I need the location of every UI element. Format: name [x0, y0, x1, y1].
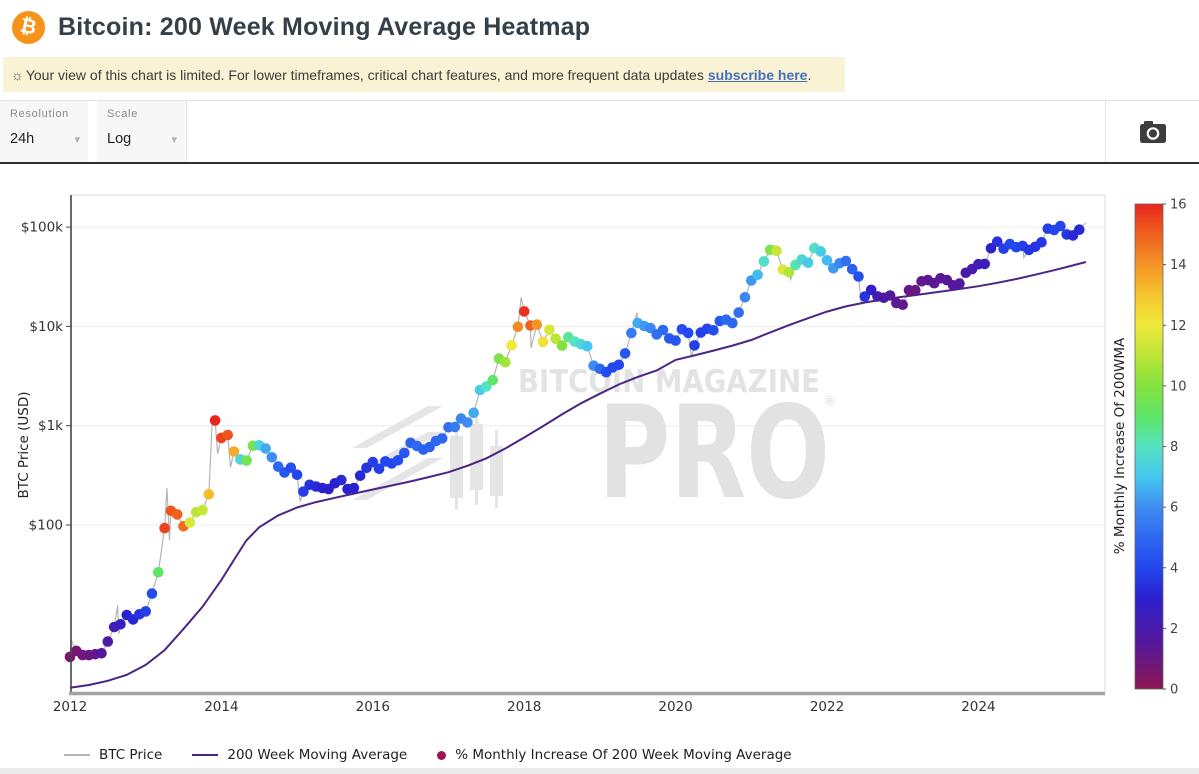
svg-text:PRO: PRO [598, 379, 830, 528]
svg-text:®: ® [824, 394, 836, 408]
notice-text: Your view of this chart is limited. For … [25, 66, 704, 83]
toolbar-divider [186, 101, 187, 162]
purple-line-swatch [192, 754, 219, 756]
chart-toolbar: Resolution 24h ▾ Scale Log ▾ [0, 100, 1199, 164]
gridlines [71, 226, 1105, 526]
legend-item-btc-price: BTC Price [64, 747, 162, 763]
svg-text:2020: 2020 [658, 699, 692, 715]
limited-view-notice: ☼ Your view of this chart is limited. Fo… [3, 57, 845, 92]
scale-select[interactable]: Scale Log ▾ [97, 101, 185, 162]
legend-label: 200 Week Moving Average [227, 747, 408, 763]
svg-text:2016: 2016 [356, 699, 390, 715]
notice-suffix: . [807, 66, 812, 83]
svg-text:$100: $100 [29, 518, 63, 534]
monthly-heat-dots [64, 220, 1085, 663]
y-axis-title: BTC Price (USD) [16, 391, 32, 498]
chevron-down-icon: ▾ [74, 134, 80, 146]
bitcoin-logo-icon: ₿ [12, 11, 45, 44]
legend-label: BTC Price [99, 747, 163, 763]
toolbar-divider [1105, 101, 1106, 162]
wma-200-week-line [69, 261, 1087, 689]
legend-label: % Monthly Increase Of 200 Week Moving Av… [455, 747, 792, 763]
resolution-value: 24h [10, 131, 35, 147]
chart-legend: BTC Price 200 Week Moving Average % Mont… [64, 747, 792, 763]
svg-text:14: 14 [1170, 258, 1187, 273]
colorbar-title: % Monthly Increase Of 200WMA [1112, 337, 1128, 554]
svg-text:0: 0 [1170, 683, 1178, 698]
svg-text:2018: 2018 [507, 699, 541, 715]
sun-icon: ☼ [11, 66, 24, 83]
svg-text:10: 10 [1170, 379, 1187, 394]
page-title: Bitcoin: 200 Week Moving Average Heatmap [58, 13, 591, 41]
svg-text:6: 6 [1170, 501, 1178, 516]
svg-text:$1k: $1k [38, 418, 63, 434]
subscribe-link[interactable]: subscribe here [707, 66, 808, 83]
svg-text:$10k: $10k [29, 319, 63, 335]
svg-text:12: 12 [1170, 319, 1187, 334]
gray-line-swatch [64, 754, 90, 756]
svg-text:8: 8 [1170, 440, 1178, 455]
maroon-dot-swatch [437, 750, 447, 760]
page-header: ₿ Bitcoin: 200 Week Moving Average Heatm… [0, 0, 1199, 55]
svg-text:4: 4 [1170, 561, 1178, 576]
chevron-down-icon: ▾ [171, 134, 177, 146]
svg-text:2014: 2014 [204, 699, 238, 715]
svg-text:2024: 2024 [961, 699, 995, 715]
scale-value: Log [107, 131, 132, 147]
axis-labels: $100 $1k $10k $100k 2012 2014 2016 2018 2020 2022… [16, 220, 996, 715]
scale-label: Scale [107, 108, 139, 120]
resolution-select[interactable]: Resolution 24h ▾ [0, 101, 88, 162]
page-footer-strip [0, 768, 1199, 774]
svg-text:2012: 2012 [53, 699, 87, 715]
svg-text:$100k: $100k [21, 220, 63, 236]
screenshot-button[interactable] [1106, 101, 1199, 162]
svg-text:16: 16 [1170, 198, 1187, 213]
colorbar: 0 2 4 6 8 10 12 14 16 % Monthly Increase Of 200WM… [1112, 198, 1187, 698]
heatmap-chart: BITCOIN MAGAZINEPRO®$100$1k$10k$100k2012… [16, 194, 1187, 715]
legend-item-monthly-increase: % Monthly Increase Of 200 Week Moving Av… [437, 747, 792, 763]
legend-item-200wma: 200 Week Moving Average [192, 747, 407, 763]
svg-text:2: 2 [1170, 622, 1178, 637]
svg-text:BITCOIN MAGAZINE: BITCOIN MAGAZINE [518, 364, 820, 400]
svg-text:2022: 2022 [810, 699, 844, 715]
resolution-label: Resolution [10, 108, 69, 120]
camera-icon [1139, 120, 1166, 143]
